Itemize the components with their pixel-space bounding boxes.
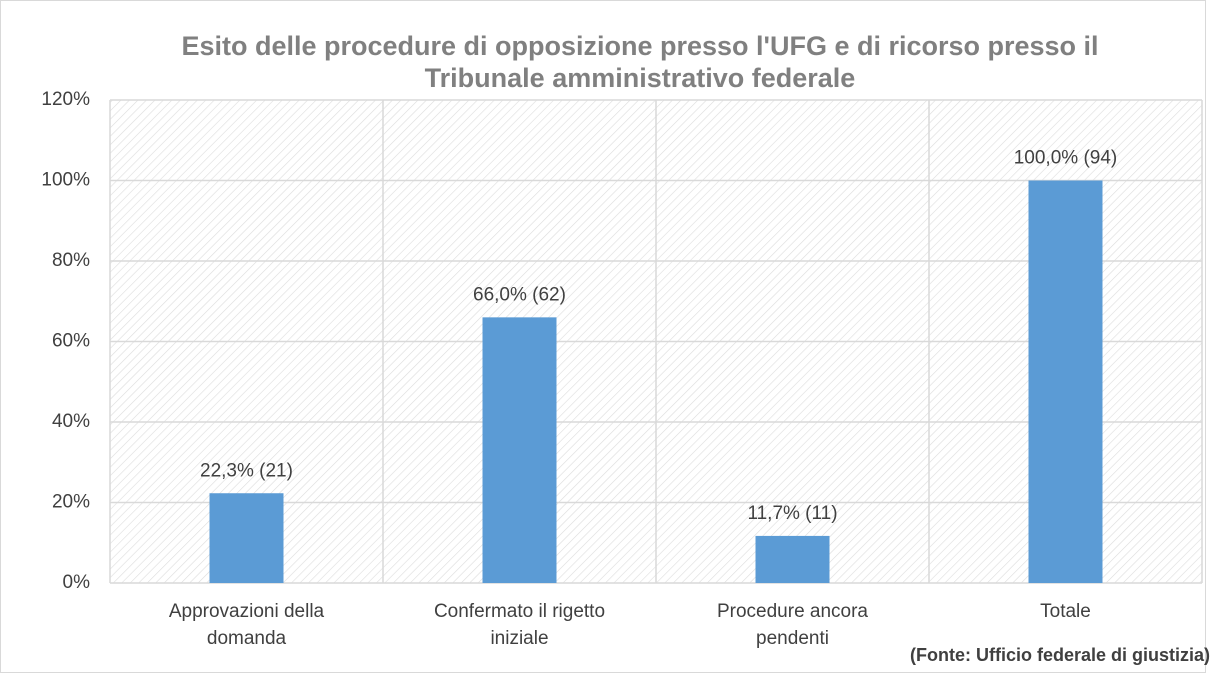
y-tick-label: 60% [52, 331, 90, 352]
y-tick-label: 120% [41, 89, 90, 110]
source-note: (Fonte: Ufficio federale di giustizia) [909, 645, 1210, 665]
data-label: 100,0% (94) [1014, 148, 1118, 169]
y-tick-label: 40% [52, 411, 90, 432]
data-label: 66,0% (62) [473, 284, 566, 305]
bar [209, 493, 284, 583]
data-label: 22,3% (21) [200, 460, 293, 481]
bar [755, 535, 830, 583]
bar [1028, 180, 1103, 583]
x-tick-label: Totale [1040, 601, 1091, 622]
x-tick-label: Approvazioni della domanda [168, 601, 325, 649]
y-tick-label: 100% [41, 170, 90, 191]
bar [482, 317, 557, 583]
y-tick-label: 20% [52, 492, 90, 513]
x-tick-label: Confermato il rigetto iniziale [433, 601, 606, 649]
x-tick-label: Procedure ancora pendenti [716, 601, 869, 649]
data-label: 11,7% (11) [747, 503, 837, 524]
y-tick-label: 80% [52, 250, 90, 271]
y-tick-label: 0% [63, 572, 91, 593]
chart-title: Esito delle procedure di opposizione pre… [181, 31, 1099, 93]
